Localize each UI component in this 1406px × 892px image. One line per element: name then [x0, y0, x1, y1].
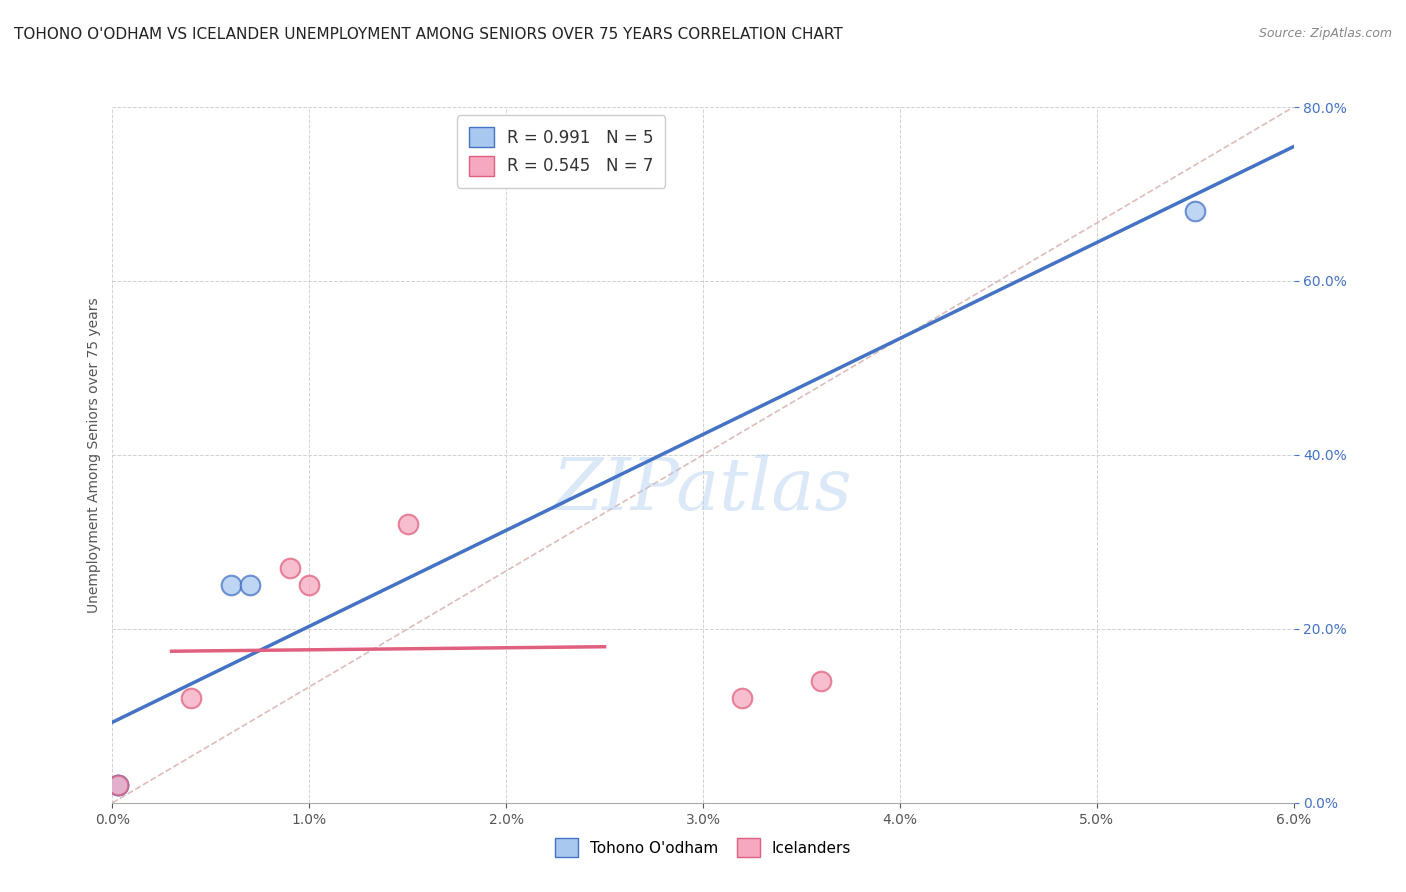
Point — [396, 517, 419, 532]
Point — [107, 778, 129, 793]
Point — [731, 691, 754, 706]
Point — [180, 691, 202, 706]
Point — [239, 578, 262, 592]
Legend: Tohono O'odham, Icelanders: Tohono O'odham, Icelanders — [547, 830, 859, 864]
Point — [810, 674, 832, 689]
Point — [107, 778, 129, 793]
Point — [107, 778, 129, 793]
Text: TOHONO O'ODHAM VS ICELANDER UNEMPLOYMENT AMONG SENIORS OVER 75 YEARS CORRELATION: TOHONO O'ODHAM VS ICELANDER UNEMPLOYMENT… — [14, 27, 842, 42]
Text: Source: ZipAtlas.com: Source: ZipAtlas.com — [1258, 27, 1392, 40]
Point — [278, 561, 301, 575]
Point — [219, 578, 242, 592]
Point — [1184, 204, 1206, 219]
Text: ZIPatlas: ZIPatlas — [553, 454, 853, 525]
Point — [298, 578, 321, 592]
Y-axis label: Unemployment Among Seniors over 75 years: Unemployment Among Seniors over 75 years — [87, 297, 101, 613]
